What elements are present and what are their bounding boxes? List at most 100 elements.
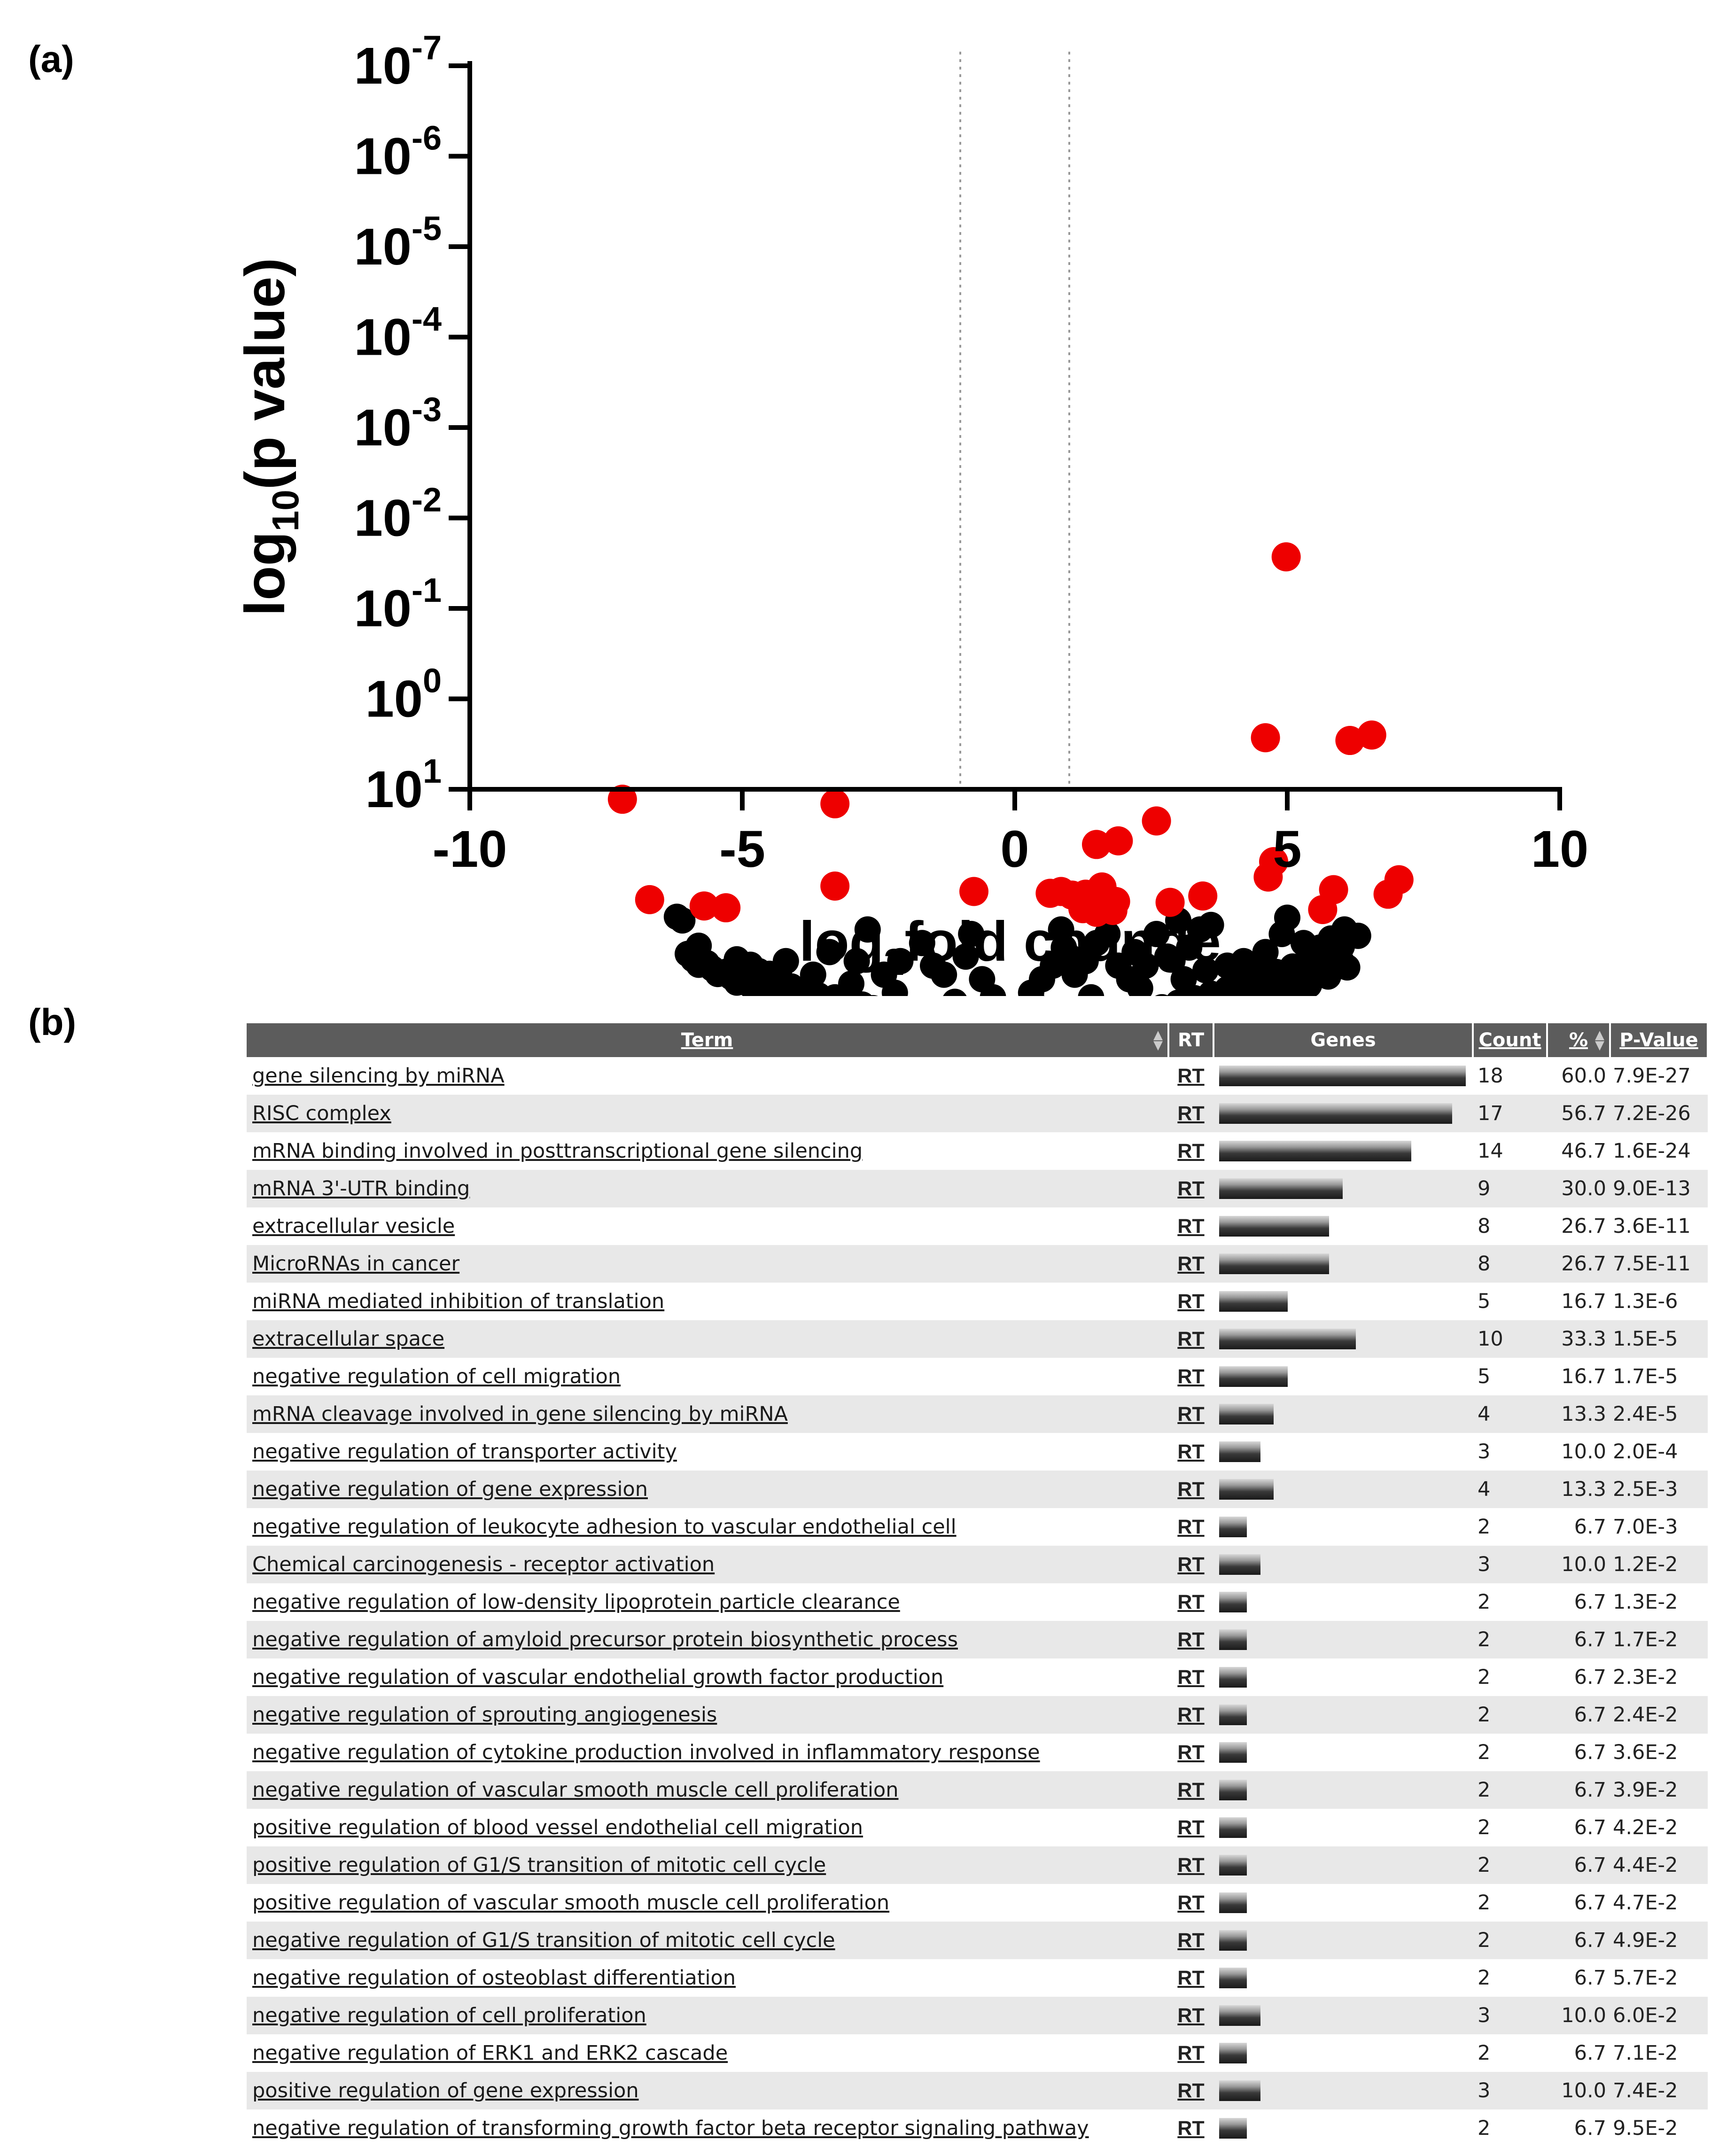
term-link[interactable]: negative regulation of vascular smooth m… <box>252 1778 899 1802</box>
term-cell[interactable]: negative regulation of vascular endothel… <box>247 1658 1168 1696</box>
term-link[interactable]: negative regulation of transporter activ… <box>252 1440 677 1463</box>
term-link[interactable]: Chemical carcinogenesis - receptor activ… <box>252 1553 715 1576</box>
rt-link[interactable]: RT <box>1168 1846 1213 1884</box>
rt-link[interactable]: RT <box>1168 1997 1213 2034</box>
genes-cell[interactable] <box>1213 1583 1473 1621</box>
header-term[interactable]: Term ▲ ▼ <box>247 1023 1169 1057</box>
genes-cell[interactable] <box>1213 1997 1473 2034</box>
term-link[interactable]: negative regulation of transforming grow… <box>252 2117 1089 2140</box>
rt-link[interactable]: RT <box>1168 1095 1213 1132</box>
term-cell[interactable]: negative regulation of cell migration <box>247 1358 1168 1395</box>
rt-link[interactable]: RT <box>1168 1471 1213 1508</box>
term-link[interactable]: mRNA 3'-UTR binding <box>252 1177 470 1200</box>
genes-bar[interactable] <box>1219 1817 1247 1838</box>
sort-icon[interactable]: ▲ ▼ <box>1153 1028 1163 1052</box>
term-cell[interactable]: mRNA binding involved in posttranscripti… <box>247 1132 1168 1170</box>
genes-bar[interactable] <box>1219 1517 1247 1537</box>
genes-bar[interactable] <box>1219 2080 1260 2101</box>
term-cell[interactable]: negative regulation of leukocyte adhesio… <box>247 1508 1168 1546</box>
genes-cell[interactable] <box>1213 1132 1473 1170</box>
term-cell[interactable]: positive regulation of blood vessel endo… <box>247 1809 1168 1846</box>
term-link[interactable]: miRNA mediated inhibition of translation <box>252 1290 665 1313</box>
term-link[interactable]: extracellular vesicle <box>252 1214 455 1238</box>
genes-cell[interactable] <box>1213 1734 1473 1771</box>
term-link[interactable]: positive regulation of gene expression <box>252 2079 639 2102</box>
term-link[interactable]: RISC complex <box>252 1102 391 1125</box>
genes-cell[interactable] <box>1213 2072 1473 2109</box>
term-cell[interactable]: mRNA 3'-UTR binding <box>247 1170 1168 1207</box>
term-cell[interactable]: extracellular vesicle <box>247 1207 1168 1245</box>
genes-bar[interactable] <box>1219 1554 1260 1575</box>
rt-link[interactable]: RT <box>1168 1734 1213 1771</box>
genes-cell[interactable] <box>1213 1207 1473 1245</box>
rt-link[interactable]: RT <box>1168 1771 1213 1809</box>
genes-cell[interactable] <box>1213 1358 1473 1395</box>
term-link[interactable]: negative regulation of gene expression <box>252 1478 648 1501</box>
term-cell[interactable]: gene silencing by miRNA <box>247 1057 1168 1095</box>
genes-cell[interactable] <box>1213 1658 1473 1696</box>
genes-bar[interactable] <box>1219 1291 1288 1312</box>
term-link[interactable]: gene silencing by miRNA <box>252 1064 505 1088</box>
term-link[interactable]: extracellular space <box>252 1327 445 1351</box>
header-pct[interactable]: % ▲ ▼ <box>1547 1023 1611 1057</box>
rt-link[interactable]: RT <box>1168 1320 1213 1358</box>
rt-link[interactable]: RT <box>1168 1696 1213 1734</box>
term-cell[interactable]: negative regulation of cytokine producti… <box>247 1734 1168 1771</box>
rt-link[interactable]: RT <box>1168 1433 1213 1471</box>
term-cell[interactable]: extracellular space <box>247 1320 1168 1358</box>
term-link[interactable]: positive regulation of G1/S transition o… <box>252 1853 826 1877</box>
genes-bar[interactable] <box>1219 2043 1247 2063</box>
genes-bar[interactable] <box>1219 1066 1466 1086</box>
genes-cell[interactable] <box>1213 1771 1473 1809</box>
genes-cell[interactable] <box>1213 2034 1473 2072</box>
genes-bar[interactable] <box>1219 1253 1329 1274</box>
rt-link[interactable]: RT <box>1168 2034 1213 2072</box>
genes-bar[interactable] <box>1219 1968 1247 1988</box>
term-cell[interactable]: negative regulation of transforming grow… <box>247 2109 1168 2147</box>
genes-cell[interactable] <box>1213 1433 1473 1471</box>
rt-link[interactable]: RT <box>1168 1658 1213 1696</box>
genes-cell[interactable] <box>1213 1621 1473 1658</box>
header-count[interactable]: Count <box>1473 1023 1548 1057</box>
term-link[interactable]: negative regulation of leukocyte adhesio… <box>252 1515 957 1539</box>
term-cell[interactable]: negative regulation of vascular smooth m… <box>247 1771 1168 1809</box>
rt-link[interactable]: RT <box>1168 1245 1213 1283</box>
genes-bar[interactable] <box>1219 1780 1247 1800</box>
term-link[interactable]: mRNA binding involved in posttranscripti… <box>252 1139 863 1163</box>
rt-link[interactable]: RT <box>1168 1508 1213 1546</box>
genes-cell[interactable] <box>1213 1395 1473 1433</box>
term-link[interactable]: negative regulation of cell proliferatio… <box>252 2004 646 2027</box>
term-link[interactable]: positive regulation of blood vessel endo… <box>252 1816 863 1839</box>
term-link[interactable]: negative regulation of amyloid precursor… <box>252 1628 958 1651</box>
rt-link[interactable]: RT <box>1168 1621 1213 1658</box>
genes-bar[interactable] <box>1219 1855 1247 1876</box>
rt-link[interactable]: RT <box>1168 1959 1213 1997</box>
rt-link[interactable]: RT <box>1168 1583 1213 1621</box>
rt-link[interactable]: RT <box>1168 1358 1213 1395</box>
genes-cell[interactable] <box>1213 1057 1473 1095</box>
genes-bar[interactable] <box>1219 1141 1411 1161</box>
term-link[interactable]: negative regulation of cell migration <box>252 1365 621 1388</box>
genes-bar[interactable] <box>1219 1667 1247 1688</box>
sort-icon[interactable]: ▲ ▼ <box>1595 1028 1604 1052</box>
genes-bar[interactable] <box>1219 2118 1247 2139</box>
genes-cell[interactable] <box>1213 1320 1473 1358</box>
genes-bar[interactable] <box>1219 1404 1274 1424</box>
rt-link[interactable]: RT <box>1168 1132 1213 1170</box>
genes-cell[interactable] <box>1213 1846 1473 1884</box>
term-cell[interactable]: positive regulation of G1/S transition o… <box>247 1846 1168 1884</box>
term-cell[interactable]: mRNA cleavage involved in gene silencing… <box>247 1395 1168 1433</box>
rt-link[interactable]: RT <box>1168 1922 1213 1959</box>
term-link[interactable]: negative regulation of G1/S transition o… <box>252 1929 835 1952</box>
genes-bar[interactable] <box>1219 1592 1247 1612</box>
rt-link[interactable]: RT <box>1168 1283 1213 1320</box>
genes-bar[interactable] <box>1219 1742 1247 1763</box>
term-link[interactable]: mRNA cleavage involved in gene silencing… <box>252 1402 788 1426</box>
term-cell[interactable]: positive regulation of gene expression <box>247 2072 1168 2109</box>
rt-link[interactable]: RT <box>1168 1057 1213 1095</box>
rt-link[interactable]: RT <box>1168 1884 1213 1922</box>
term-link[interactable]: positive regulation of vascular smooth m… <box>252 1891 890 1915</box>
genes-bar[interactable] <box>1219 1366 1288 1387</box>
term-cell[interactable]: negative regulation of G1/S transition o… <box>247 1922 1168 1959</box>
term-cell[interactable]: RISC complex <box>247 1095 1168 1132</box>
